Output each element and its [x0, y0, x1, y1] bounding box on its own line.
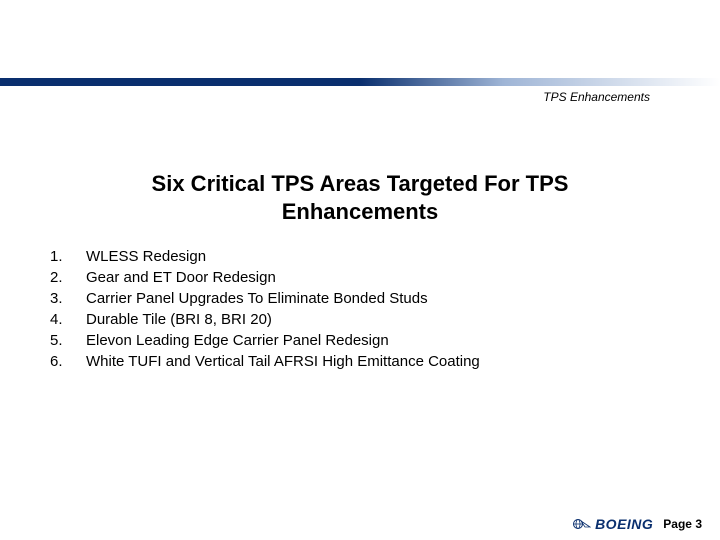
list-item: 1. WLESS Redesign — [50, 248, 480, 265]
list-item-number: 1. — [50, 248, 86, 265]
globe-icon — [573, 518, 591, 530]
header-label: TPS Enhancements — [543, 90, 650, 104]
list-item: 5. Elevon Leading Edge Carrier Panel Red… — [50, 332, 480, 349]
list-item-number: 5. — [50, 332, 86, 349]
page-number: Page 3 — [663, 517, 702, 531]
header-bar-gradient — [360, 78, 720, 86]
list-item-text: WLESS Redesign — [86, 248, 206, 265]
list-item: 4. Durable Tile (BRI 8, BRI 20) — [50, 311, 480, 328]
list-item-text: Carrier Panel Upgrades To Eliminate Bond… — [86, 290, 428, 307]
company-logo-text: BOEING — [595, 516, 653, 532]
numbered-list: 1. WLESS Redesign 2. Gear and ET Door Re… — [50, 248, 480, 374]
header-bar — [0, 78, 720, 86]
slide-page: TPS Enhancements Six Critical TPS Areas … — [0, 0, 720, 540]
company-logo: BOEING — [573, 516, 653, 532]
list-item-number: 6. — [50, 353, 86, 370]
list-item-text: Durable Tile (BRI 8, BRI 20) — [86, 311, 272, 328]
list-item-text: Elevon Leading Edge Carrier Panel Redesi… — [86, 332, 389, 349]
list-item: 6. White TUFI and Vertical Tail AFRSI Hi… — [50, 353, 480, 370]
slide-title-line2: Enhancements — [0, 198, 720, 226]
slide-title: Six Critical TPS Areas Targeted For TPS … — [0, 170, 720, 225]
list-item-number: 2. — [50, 269, 86, 286]
header-bar-fill — [0, 78, 360, 86]
list-item-text: White TUFI and Vertical Tail AFRSI High … — [86, 353, 480, 370]
list-item-text: Gear and ET Door Redesign — [86, 269, 276, 286]
list-item: 3. Carrier Panel Upgrades To Eliminate B… — [50, 290, 480, 307]
list-item: 2. Gear and ET Door Redesign — [50, 269, 480, 286]
list-item-number: 4. — [50, 311, 86, 328]
list-item-number: 3. — [50, 290, 86, 307]
slide-title-line1: Six Critical TPS Areas Targeted For TPS — [0, 170, 720, 198]
footer: BOEING Page 3 — [573, 516, 702, 532]
